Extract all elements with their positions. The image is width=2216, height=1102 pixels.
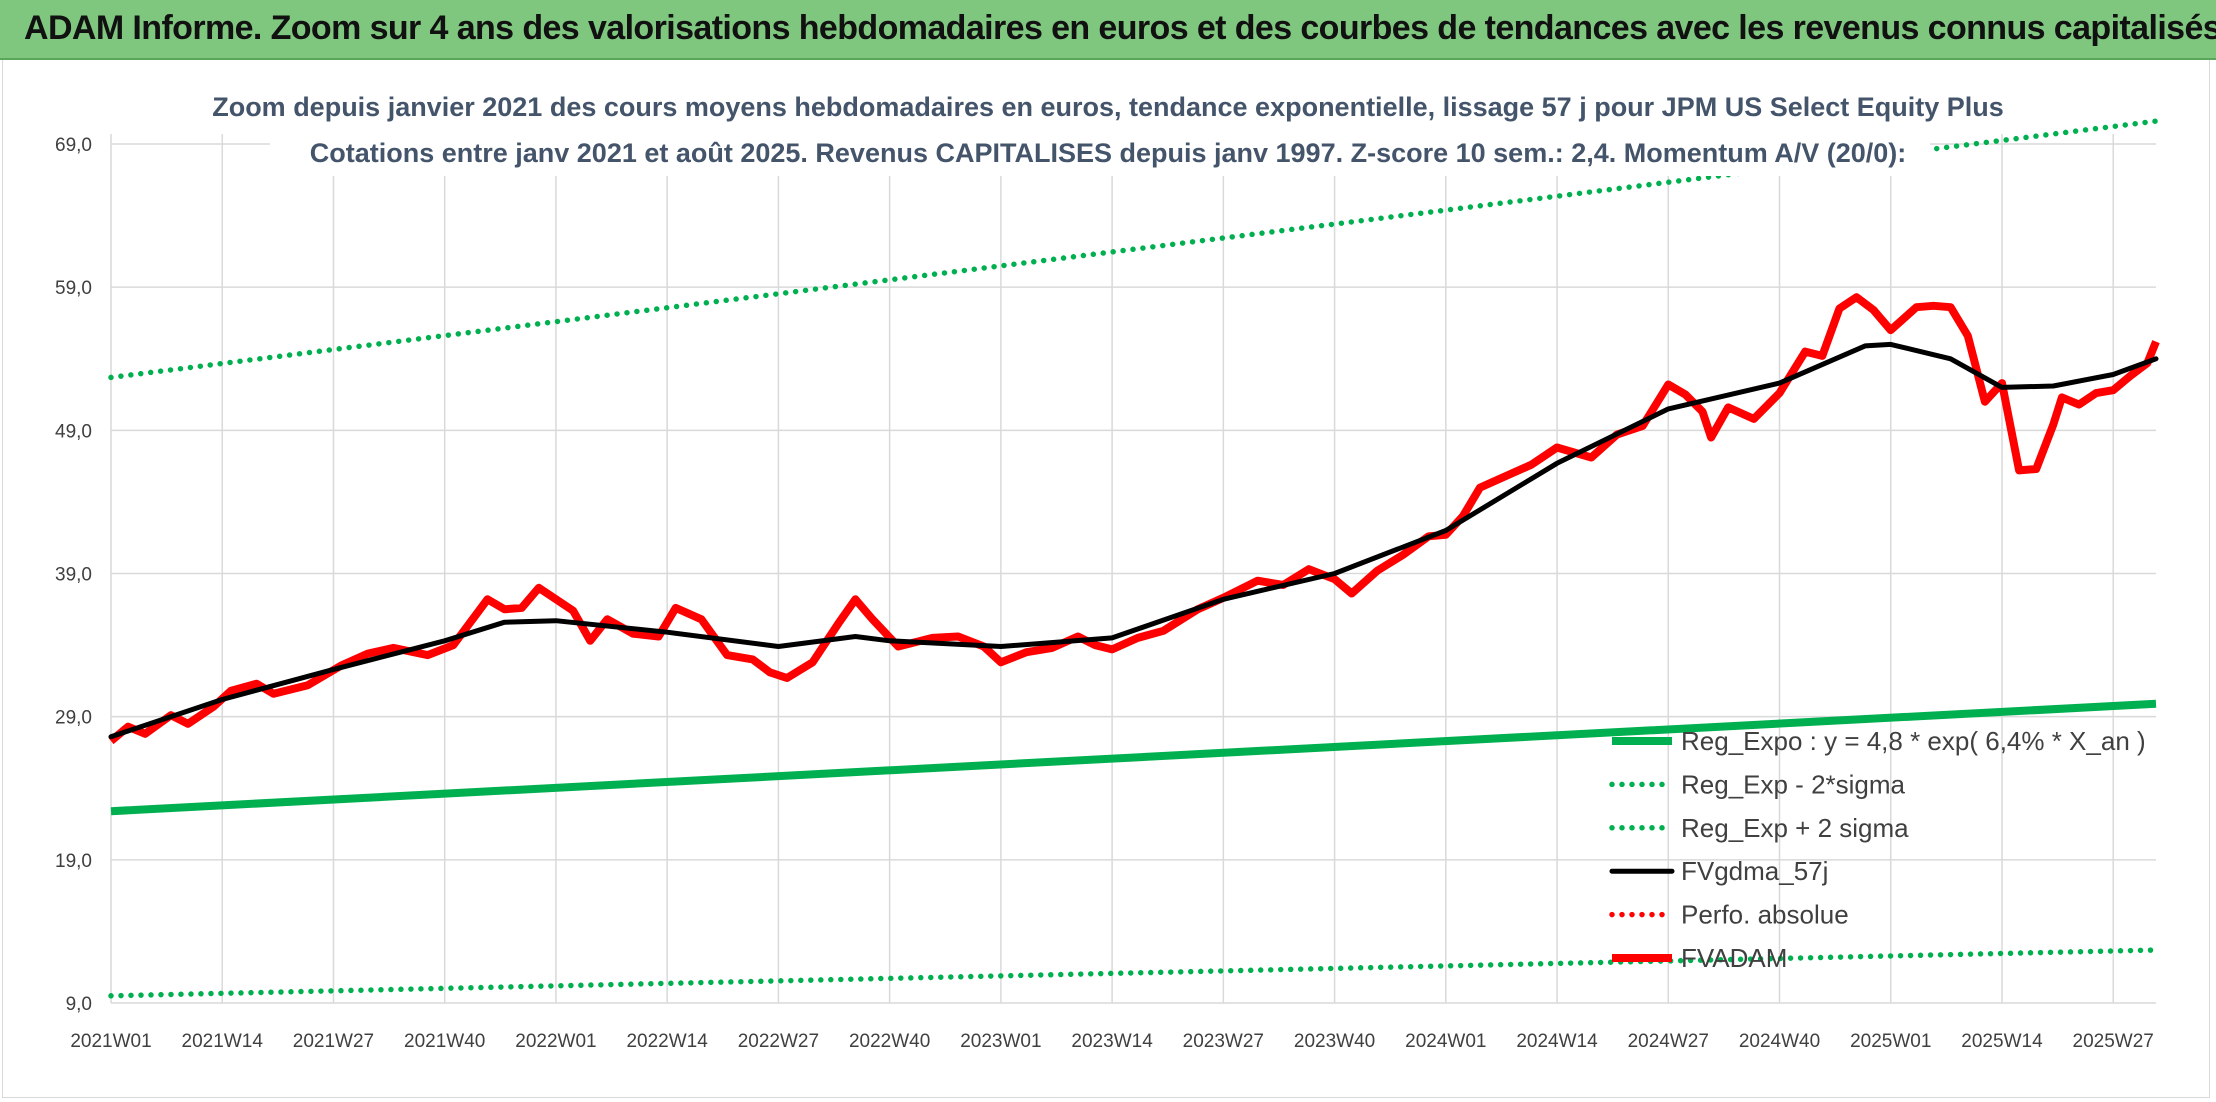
legend-label-0: Reg_Expo : y = 4,8 * exp( 6,4% * X_an ) — [1681, 726, 2146, 756]
x-axis: 2021W01 2021W14 2021W27 2021W40 2022W01 2022W… — [70, 1031, 2154, 1052]
x-tick-label: 2025W01 — [1850, 1031, 1931, 1052]
x-tick-label: 2022W27 — [738, 1031, 819, 1052]
legend-label-3: FVgdma_57j — [1681, 856, 1828, 886]
legend-label-2: Reg_Exp + 2 sigma — [1681, 813, 1909, 843]
legend-label-4: Perfo. absolue — [1681, 900, 1849, 930]
legend: Reg_Expo : y = 4,8 * exp( 6,4% * X_an ) R… — [1609, 726, 2146, 973]
x-tick-label: 2021W40 — [404, 1031, 485, 1052]
y-axis: 9,0 19,0 29,0 39,0 49,0 59,0 69,0 — [55, 135, 92, 1015]
header-banner: ADAM Informe. Zoom sur 4 ans des valoris… — [0, 0, 2216, 60]
x-tick-label: 2022W14 — [626, 1031, 708, 1052]
chart-frame — [2, 60, 2210, 1098]
x-tick-label: 2025W27 — [2073, 1031, 2154, 1052]
x-tick-label: 2023W40 — [1294, 1031, 1375, 1052]
legend-label-1: Reg_Exp - 2*sigma — [1681, 769, 1906, 799]
y-tick-label: 59,0 — [55, 278, 92, 299]
chart-title-background — [270, 82, 1930, 176]
legend-label-5: FVADAM — [1681, 943, 1787, 973]
y-tick-label: 19,0 — [55, 851, 92, 872]
y-tick-label: 29,0 — [55, 708, 92, 729]
chart-subtitle: Cotations entre janv 2021 et août 2025. … — [310, 138, 1907, 168]
x-tick-label: 2024W40 — [1739, 1031, 1820, 1052]
x-tick-label: 2021W27 — [293, 1031, 374, 1052]
x-tick-label: 2023W27 — [1183, 1031, 1264, 1052]
grid — [110, 134, 2156, 1004]
x-tick-label: 2021W14 — [182, 1031, 264, 1052]
x-tick-label: 2023W14 — [1071, 1031, 1153, 1052]
series-line-5 — [108, 293, 2160, 745]
series-line-3 — [108, 341, 2159, 740]
x-tick-label: 2024W01 — [1405, 1031, 1486, 1052]
x-tick-label: 2024W14 — [1516, 1031, 1598, 1052]
x-tick-label: 2023W01 — [960, 1031, 1041, 1052]
y-tick-label: 49,0 — [55, 421, 92, 442]
x-tick-label: 2025W14 — [1961, 1031, 2043, 1052]
page-title: ADAM Informe. Zoom sur 4 ans des valoris… — [24, 9, 2216, 47]
y-tick-label: 9,0 — [66, 994, 92, 1015]
y-tick-label: 39,0 — [55, 565, 92, 586]
x-tick-label: 2022W01 — [515, 1031, 596, 1052]
x-tick-label: 2022W40 — [849, 1031, 930, 1052]
series-line-1 — [108, 947, 2159, 999]
series — [108, 118, 2160, 999]
chart-title: Zoom depuis janvier 2021 des cours moyen… — [212, 92, 2004, 122]
y-tick-label: 69,0 — [55, 135, 92, 156]
x-tick-label: 2024W27 — [1628, 1031, 1709, 1052]
x-tick-label: 2021W01 — [70, 1031, 151, 1052]
series-line-0 — [110, 699, 2157, 816]
